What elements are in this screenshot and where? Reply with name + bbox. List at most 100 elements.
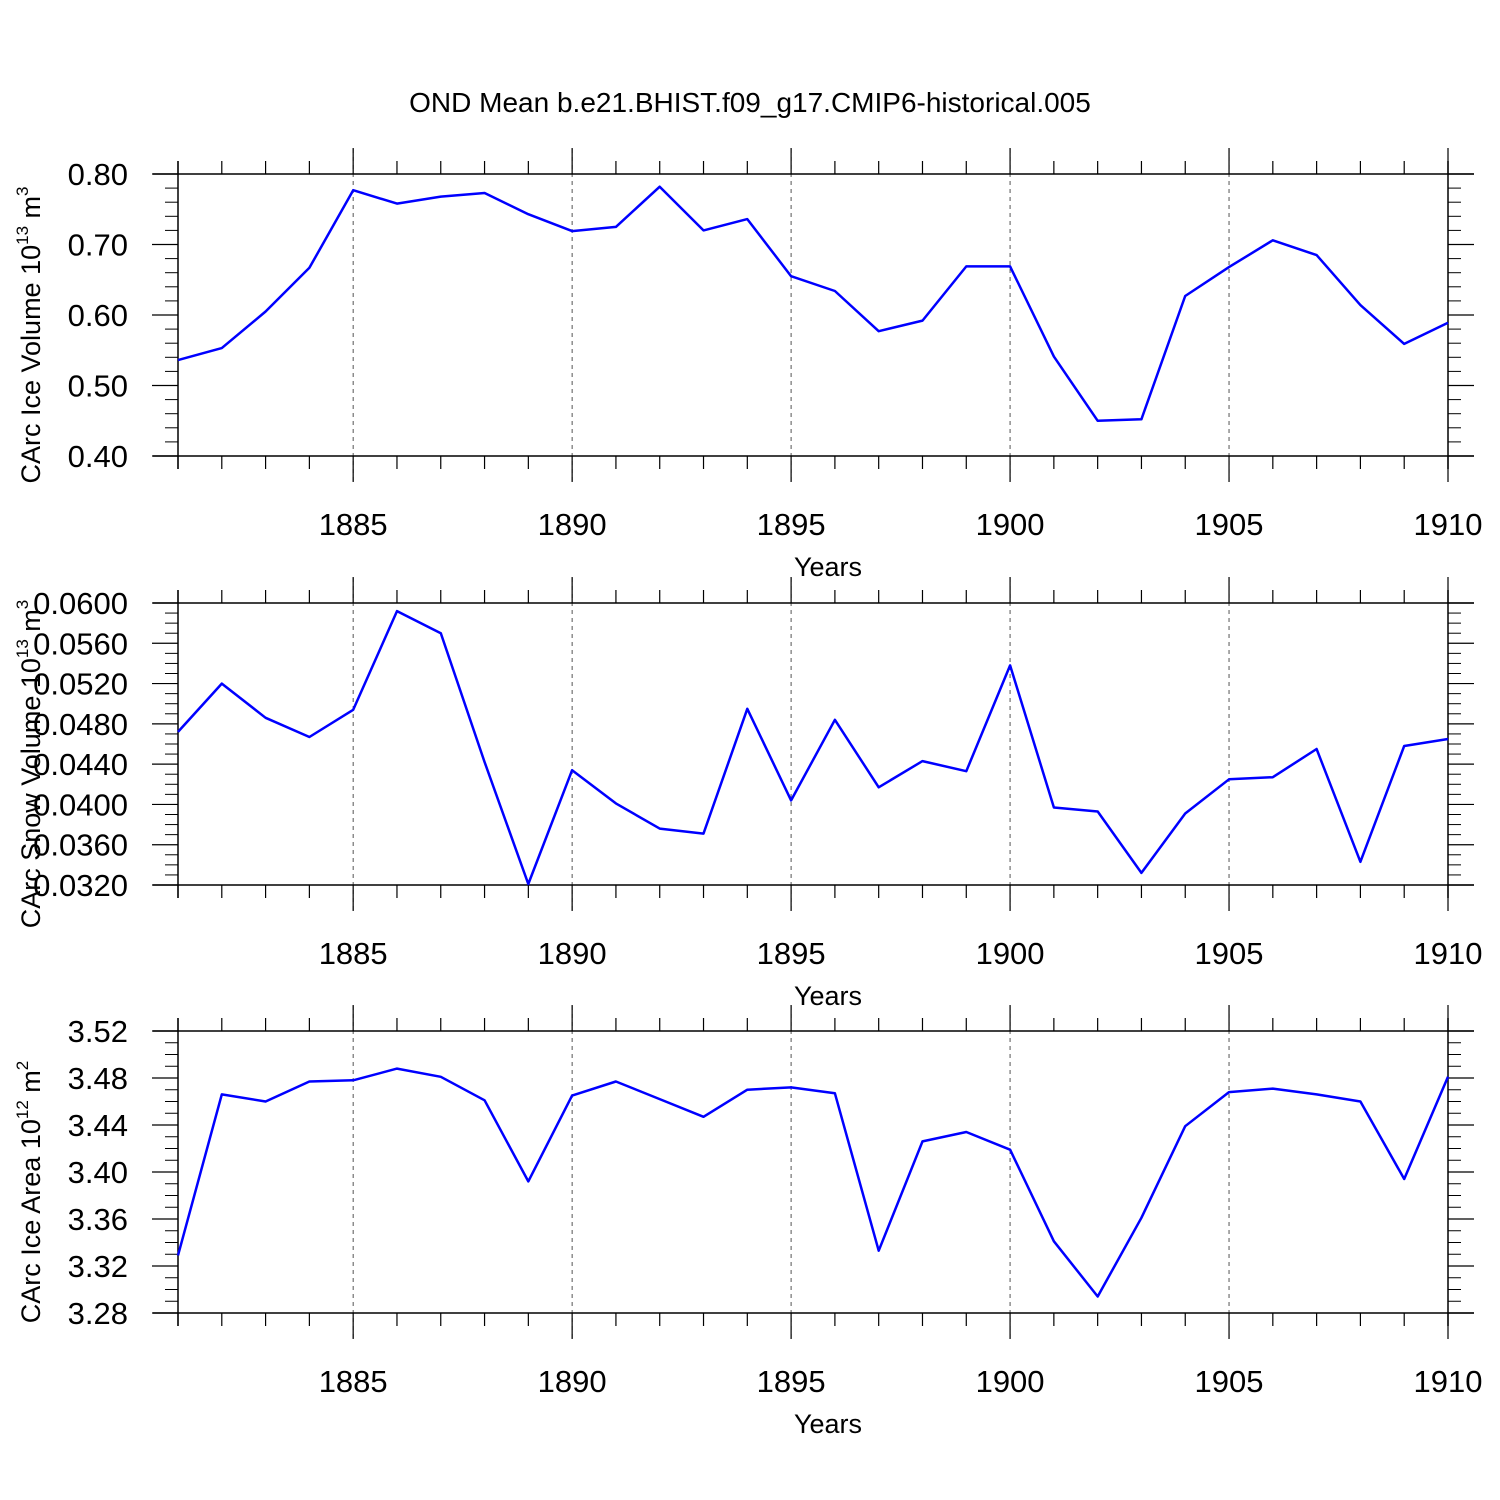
- data-point: [395, 202, 399, 206]
- data-point: [702, 228, 706, 232]
- y-tick-label: 3.52: [68, 1014, 128, 1049]
- data-point: [833, 1091, 837, 1095]
- y-tick-label: 3.44: [68, 1108, 128, 1143]
- y-tick-label: 3.28: [68, 1296, 128, 1331]
- data-point: [439, 631, 443, 635]
- data-point: [483, 760, 487, 764]
- y-axis-label-superscript: 3: [13, 186, 32, 195]
- data-point: [877, 329, 881, 333]
- data-point: [964, 1130, 968, 1134]
- data-point: [1402, 744, 1406, 748]
- y-tick-label: 0.80: [68, 157, 128, 192]
- x-tick-label: 1905: [1195, 936, 1264, 971]
- panel-2: 1885 1890 1895 1900 1905 1910 0.0320 0.0360 0.04…: [13, 577, 1482, 1011]
- data-point: [745, 217, 749, 221]
- data-point: [1183, 811, 1187, 815]
- data-point: [614, 1080, 618, 1084]
- series-line: [176, 1067, 1450, 1298]
- data-point: [439, 1075, 443, 1079]
- data-point: [877, 1249, 881, 1253]
- data-point: [570, 768, 574, 772]
- data-point: [351, 188, 355, 192]
- y-tick-label: 0.40: [68, 439, 128, 474]
- x-tick-label: 1905: [1195, 1364, 1264, 1399]
- data-point: [1052, 1239, 1056, 1243]
- data-point: [220, 1092, 224, 1096]
- y-tick-label: 0.0320: [33, 868, 128, 903]
- data-point: [1227, 265, 1231, 269]
- data-point: [833, 289, 837, 293]
- x-axis-label: Years: [794, 1409, 862, 1439]
- data-point: [658, 1097, 662, 1101]
- data-point: [395, 1067, 399, 1071]
- data-point: [526, 882, 530, 886]
- data-point: [264, 309, 268, 313]
- y-tick-label: 0.0400: [33, 787, 128, 822]
- data-point: [1008, 264, 1012, 268]
- data-point: [351, 708, 355, 712]
- data-point: [264, 716, 268, 720]
- data-point: [702, 832, 706, 836]
- y-tick-label: 0.50: [68, 369, 128, 404]
- x-tick-label: 1890: [538, 1364, 607, 1399]
- data-point: [1358, 1100, 1362, 1104]
- data-point: [1139, 1216, 1143, 1220]
- data-point: [1358, 860, 1362, 864]
- data-point: [307, 735, 311, 739]
- panel-3: 1885 1890 1895 1900 1905 1910 3.28 3.32 3.36 3.40…: [13, 1005, 1482, 1439]
- y-axis-label-superscript: 13: [13, 226, 32, 245]
- y-axis-label-superscript: 13: [13, 639, 32, 658]
- y-axis-label: CArc Ice Area 1012 m2: [13, 1061, 46, 1324]
- data-point: [1358, 303, 1362, 307]
- data-point: [920, 1139, 924, 1143]
- data-point: [570, 1094, 574, 1098]
- data-point: [307, 1080, 311, 1084]
- data-point: [1446, 737, 1450, 741]
- data-point: [1183, 294, 1187, 298]
- x-tick-label: 1890: [538, 507, 607, 542]
- data-point: [877, 785, 881, 789]
- data-point: [920, 759, 924, 763]
- y-tick-label: 0.0600: [33, 586, 128, 621]
- y-axis-label: CArc Ice Volume 1013 m3: [13, 186, 46, 483]
- x-tick-label: 1900: [976, 1364, 1045, 1399]
- data-point: [1096, 809, 1100, 813]
- data-point: [789, 274, 793, 278]
- data-point: [964, 769, 968, 773]
- data-point: [176, 730, 180, 734]
- y-axis-label-text: CArc Snow Volume 10: [16, 658, 46, 928]
- y-axis-label-superscript: 3: [13, 600, 32, 609]
- y-tick-label: 0.0520: [33, 667, 128, 702]
- data-point: [220, 346, 224, 350]
- data-point: [439, 195, 443, 199]
- data-point: [526, 212, 530, 216]
- y-axis-label-text: CArc Ice Area 10: [16, 1119, 46, 1323]
- series-line: [177, 609, 1449, 886]
- data-point: [483, 1098, 487, 1102]
- data-point: [658, 185, 662, 189]
- y-tick-label: 0.0560: [33, 626, 128, 661]
- y-axis-label-superscript: 12: [13, 1100, 32, 1119]
- y-axis-label-text: m: [16, 196, 46, 226]
- data-point: [702, 1115, 706, 1119]
- x-axis-label: Years: [794, 552, 862, 582]
- data-point: [1139, 871, 1143, 875]
- x-axis-label: Years: [794, 981, 862, 1011]
- y-tick-label: 0.60: [68, 298, 128, 333]
- x-tick-label: 1895: [757, 507, 826, 542]
- data-point: [176, 358, 180, 362]
- y-axis-label-text: m: [16, 609, 46, 639]
- y-tick-label: 0.70: [68, 228, 128, 263]
- x-tick-label: 1910: [1414, 936, 1483, 971]
- data-point: [1227, 1090, 1231, 1094]
- data-point: [483, 191, 487, 195]
- x-tick-label: 1910: [1414, 1364, 1483, 1399]
- data-point: [1446, 321, 1450, 325]
- y-axis-label: CArc Snow Volume 1013 m3: [13, 600, 46, 929]
- y-tick-label: 0.0360: [33, 828, 128, 863]
- data-point: [1271, 238, 1275, 242]
- y-tick-label: 3.36: [68, 1202, 128, 1237]
- x-tick-label: 1885: [319, 1364, 388, 1399]
- data-point: [614, 225, 618, 229]
